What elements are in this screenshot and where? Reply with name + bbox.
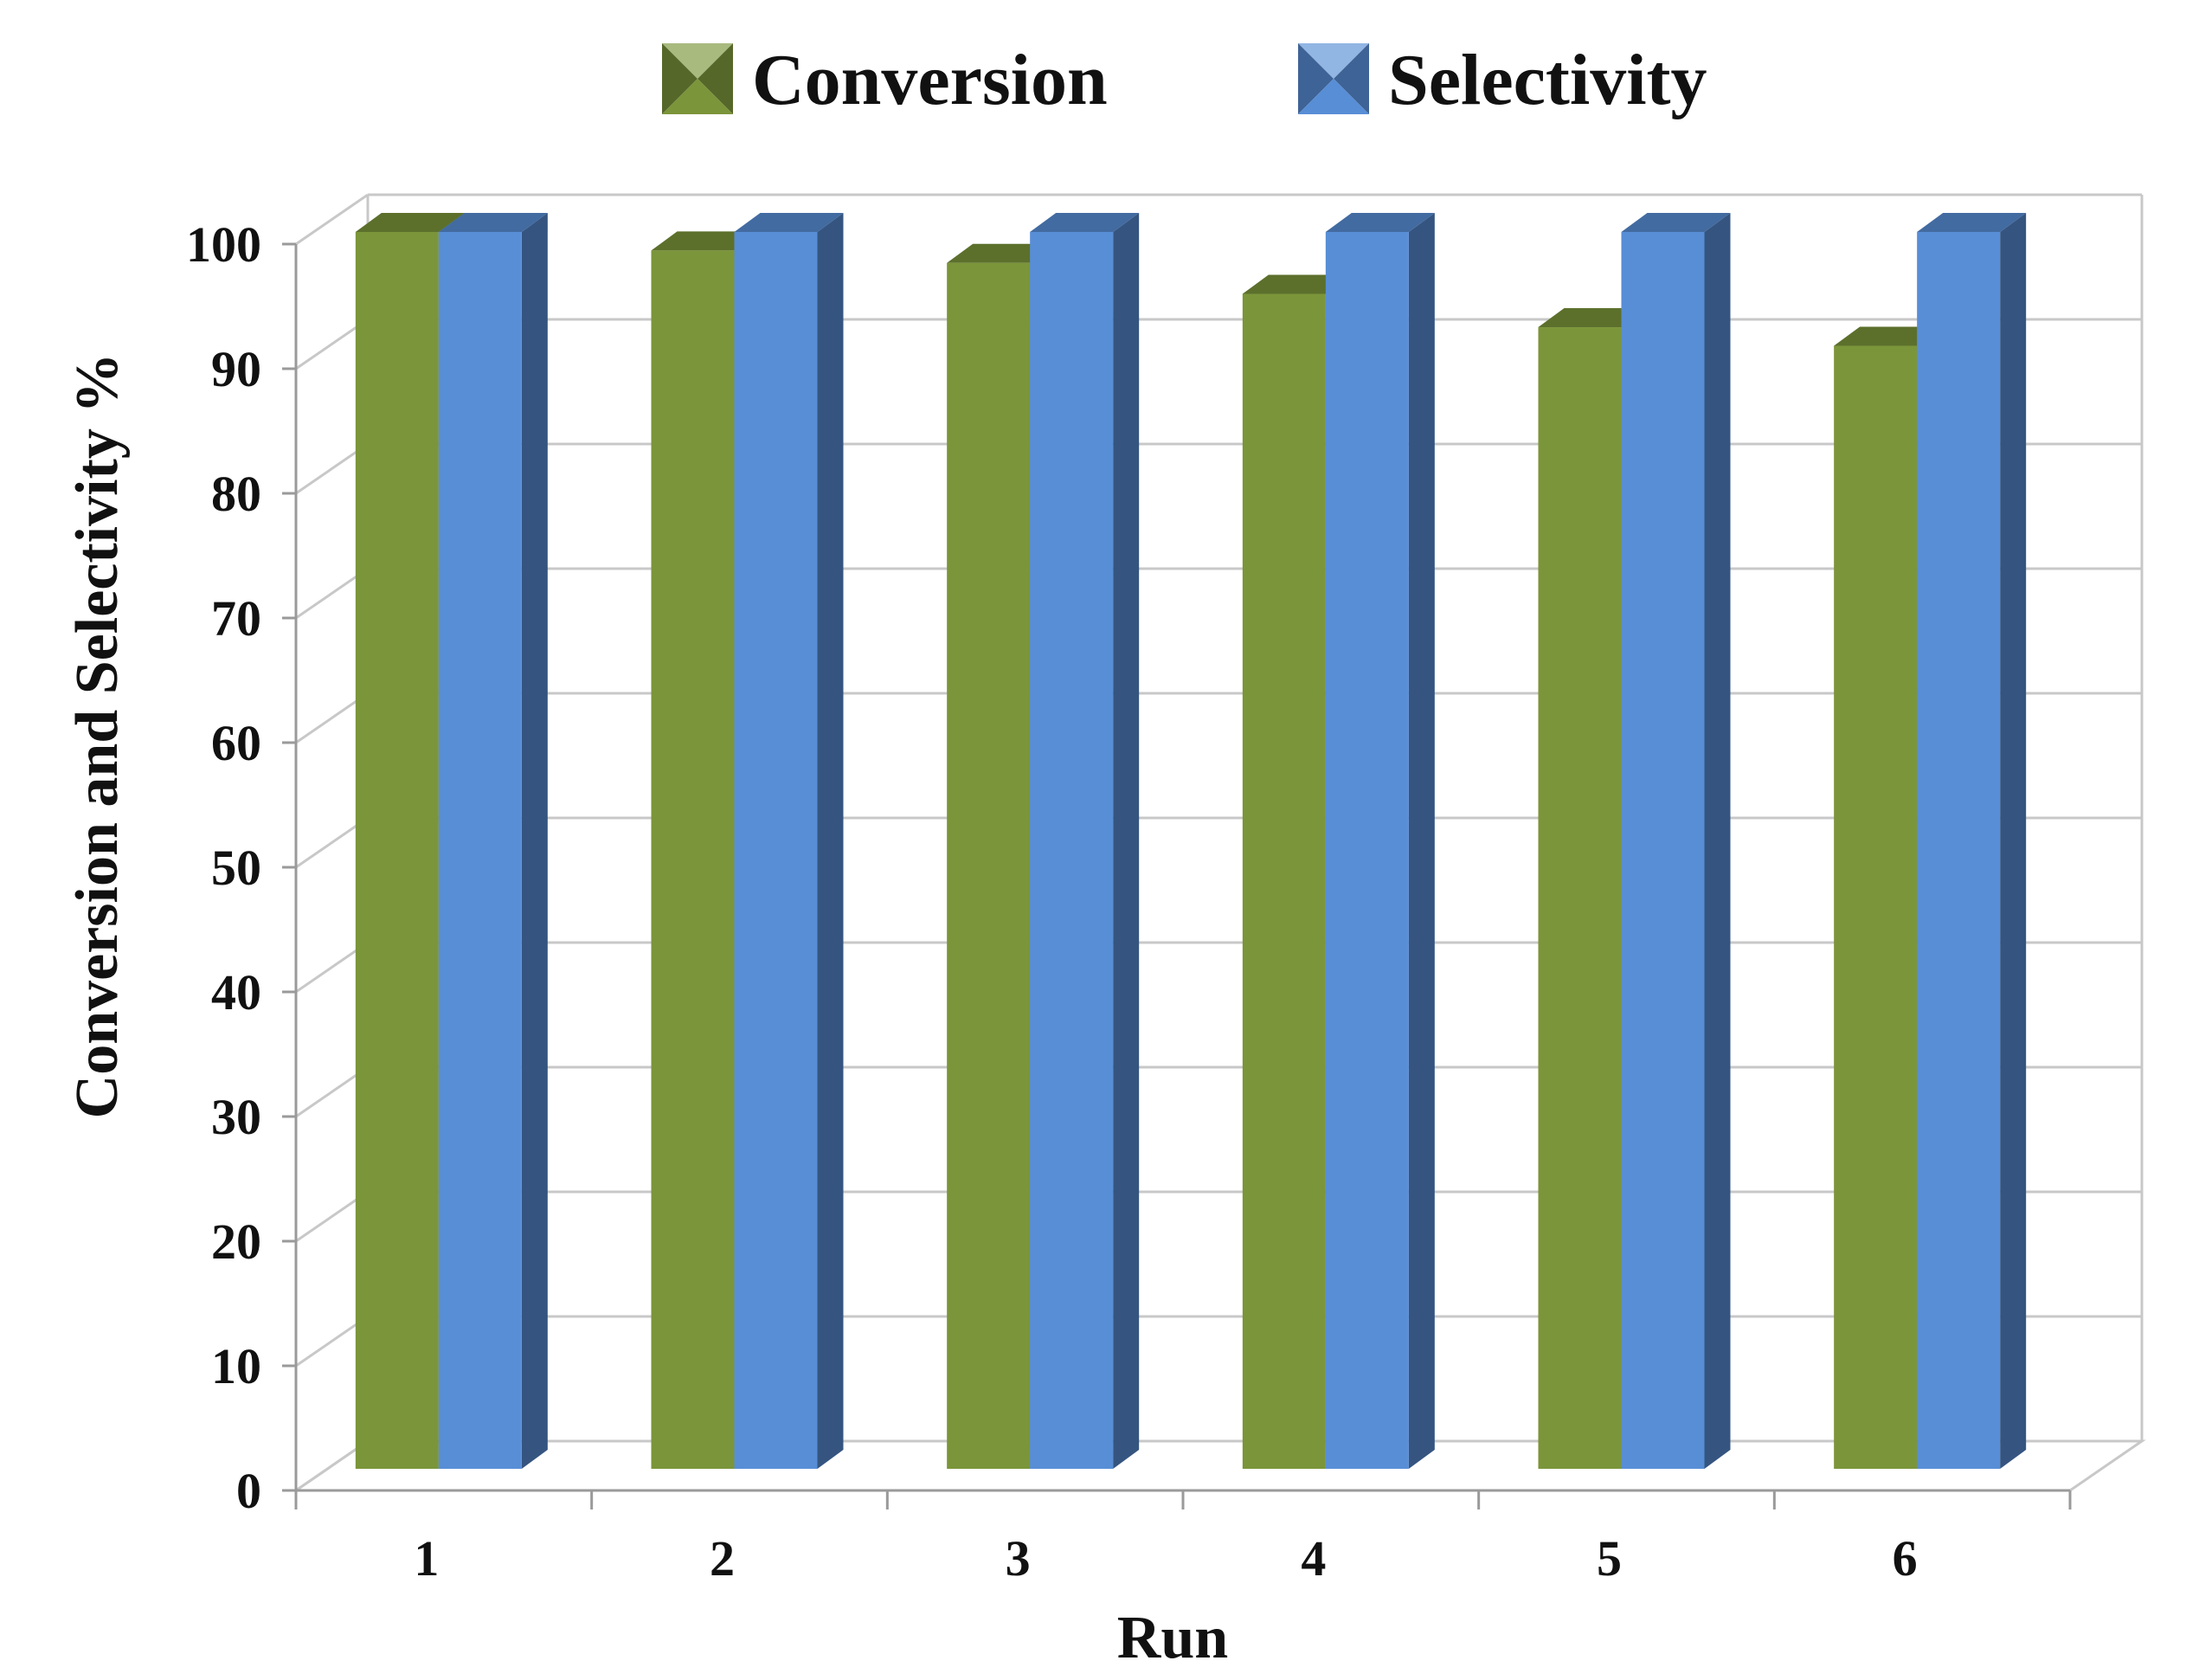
legend-label: Conversion [752,40,1108,120]
y-tick-label: 40 [211,964,261,1020]
bar-top-face [438,213,548,232]
bar-front-face [1834,345,1918,1469]
bar-front-face [1917,232,2001,1469]
bar-side-face [521,213,548,1469]
bar-selectivity-run-2 [734,213,844,1469]
y-tick-label: 60 [211,715,261,771]
side-wall-gridline [295,193,369,246]
bar-front-face [734,232,818,1469]
bar-front-face [1325,232,1409,1469]
bar-top-face [1538,308,1648,328]
legend-item-selectivity: Selectivity [1298,40,1707,120]
bar-top-face [947,243,1057,263]
y-tick-label: 10 [211,1338,261,1394]
bar-top-face [1030,213,1140,232]
y-tick-label: 30 [211,1089,261,1145]
swatch-bottom [1298,79,1369,114]
bar-side-face [2000,213,2027,1469]
swatch-left [1298,43,1334,114]
bar-side-face [817,213,844,1469]
legend-item-conversion: Conversion [662,40,1108,120]
x-tick-label: 3 [1006,1530,1031,1587]
x-tick-label: 6 [1893,1530,1918,1587]
bar-side-face [1704,213,1731,1469]
y-axis-title: Conversion and Selectivity % [64,353,131,1119]
bar-top-face [1325,213,1435,232]
bar-side-face [1408,213,1435,1469]
y-tick-label: 100 [186,216,261,273]
bar-top-face [1834,326,1944,346]
bar-front-face [1030,232,1114,1469]
bar-side-face [1113,213,1140,1469]
bar-selectivity-run-5 [1621,213,1731,1469]
legend-label: Selectivity [1388,40,1707,120]
bar-selectivity-run-6 [1917,213,2027,1469]
bar-front-face [355,232,439,1469]
axis-layer: 0 10 20 30 40 50 60 70 80 90 100 1 2 3 4 5 6 [186,216,2072,1587]
swatch-top [1298,43,1369,79]
swatch-right [1334,43,1369,114]
x-tick-label: 1 [414,1530,439,1587]
bar-selectivity-run-3 [1030,213,1140,1469]
bar-selectivity-run-1 [438,213,548,1469]
swatch-left [662,43,698,114]
bar-top-face [1917,213,2027,232]
bar-top-face [355,213,465,232]
bar-top-face [651,231,761,251]
legend: Conversion Selectivity [662,40,1707,120]
legend-swatch [662,43,733,114]
bar-front-face [651,250,735,1469]
bar-front-face [1621,232,1705,1469]
bar-front-face [947,262,1031,1470]
swatch-top [662,43,733,79]
y-tick-label: 80 [211,466,261,522]
x-axis-title: Run [1117,1605,1228,1671]
y-tick-label: 20 [211,1213,261,1270]
y-tick-label: 0 [236,1463,261,1519]
swatch-right [698,43,733,114]
x-tick-label: 4 [1301,1530,1326,1587]
y-tick-label: 70 [211,590,261,647]
bar-top-face [1242,274,1352,294]
legend-swatch [1298,43,1369,114]
bar-front-face [438,232,522,1469]
swatch-bottom [662,79,733,114]
x-tick-label: 5 [1597,1530,1622,1587]
bar-front-face [1538,327,1622,1470]
bar-top-face [1621,213,1731,232]
bar-top-face [734,213,844,232]
bar-selectivity-run-4 [1325,213,1435,1469]
x-tick-label: 2 [710,1530,735,1587]
bar-front-face [1242,293,1326,1470]
y-tick-label: 90 [211,341,261,397]
y-tick-label: 50 [211,840,261,896]
bars-layer [355,213,2027,1470]
